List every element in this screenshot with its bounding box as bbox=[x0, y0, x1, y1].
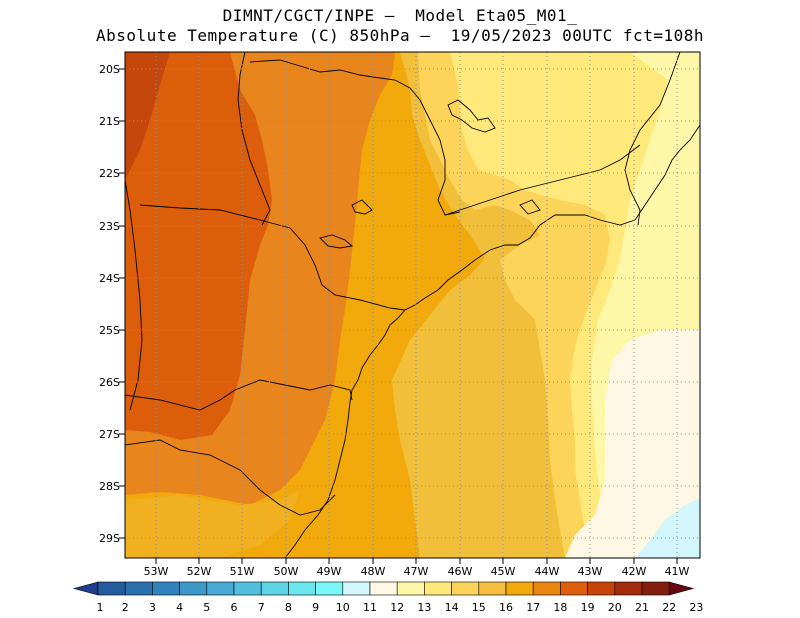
lat-label-21s: 21S bbox=[99, 115, 120, 128]
colorbar-swatch bbox=[315, 581, 344, 596]
colorbar-label: 5 bbox=[203, 601, 210, 614]
colorbar-swatch bbox=[260, 581, 289, 596]
island-sao-sebastiao bbox=[519, 199, 541, 215]
lon-label-44w: 44W bbox=[535, 565, 560, 578]
lon-label-42w: 42W bbox=[622, 565, 647, 578]
colorbar-label: 3 bbox=[149, 601, 156, 614]
lon-label-49w: 49W bbox=[317, 565, 342, 578]
lon-label-52w: 52W bbox=[187, 565, 212, 578]
map-title-line1: DIMNT/CGCT/INPE – Model Eta05_M01_ bbox=[222, 6, 578, 25]
colorbar: 1 2 3 4 5 6 7 8 9 10 11 12 13 14 15 16 17 18 19 20 21 22 23 bbox=[72, 581, 703, 614]
colorbar-label: 19 bbox=[581, 601, 595, 614]
colorbar-swatch bbox=[206, 581, 235, 596]
lat-labels: 20S 21S 22S 23S 24S 25S 26S 27S 28S 29S bbox=[99, 63, 120, 545]
colorbar-swatch bbox=[396, 581, 425, 596]
colorbar-swatch bbox=[369, 581, 398, 596]
lat-label-22s: 22S bbox=[99, 167, 120, 180]
colorbar-swatch bbox=[233, 581, 262, 596]
colorbar-swatch bbox=[451, 581, 480, 596]
colorbar-swatch bbox=[560, 581, 588, 596]
map-frame bbox=[124, 51, 701, 559]
colorbar-label: 13 bbox=[417, 601, 431, 614]
state-border-sc-rs bbox=[125, 439, 336, 516]
colorbar-label: 21 bbox=[635, 601, 649, 614]
colorbar-swatch bbox=[478, 581, 507, 596]
colorbar-label: 23 bbox=[689, 601, 703, 614]
state-border-sp-pr bbox=[139, 204, 406, 311]
coastline-borders bbox=[125, 52, 700, 558]
lon-label-47w: 47W bbox=[404, 565, 429, 578]
colorbar-swatch bbox=[641, 581, 670, 596]
colorbar-label: 18 bbox=[553, 601, 567, 614]
contour-10-11 bbox=[635, 498, 700, 558]
lat-label-20s: 20S bbox=[99, 63, 120, 76]
contour-18-19 bbox=[125, 52, 272, 440]
lon-label-48w: 48W bbox=[361, 565, 386, 578]
colorbar-label: 7 bbox=[258, 601, 265, 614]
temperature-field bbox=[125, 52, 700, 558]
colorbar-swatch bbox=[532, 581, 561, 596]
contour-15-16-sw bbox=[125, 490, 300, 558]
lon-label-53w: 53W bbox=[144, 565, 169, 578]
colorbar-label: 22 bbox=[662, 601, 676, 614]
lat-label-26s: 26S bbox=[99, 376, 120, 389]
lat-ticks bbox=[119, 68, 125, 539]
border-paraguay bbox=[125, 179, 143, 411]
reservoir-1 bbox=[351, 199, 373, 215]
colorbar-swatch bbox=[179, 581, 208, 596]
lon-label-51w: 51W bbox=[230, 565, 255, 578]
colorbar-label: 9 bbox=[312, 601, 319, 614]
colorbar-swatch bbox=[97, 581, 126, 596]
colorbar-swatch bbox=[342, 581, 371, 596]
state-border-mg-es bbox=[624, 52, 681, 226]
colorbar-swatch bbox=[614, 581, 643, 596]
colorbar-label: 12 bbox=[390, 601, 404, 614]
graticule bbox=[125, 52, 700, 558]
colorbar-swatch bbox=[505, 581, 534, 596]
reservoir-2 bbox=[319, 234, 354, 249]
colorbar-swatch bbox=[587, 581, 616, 596]
colorbar-label: 16 bbox=[499, 601, 513, 614]
coastline bbox=[284, 124, 700, 558]
lon-label-45w: 45W bbox=[491, 565, 516, 578]
state-border-sp-mg bbox=[249, 59, 461, 216]
colorbar-label: 8 bbox=[285, 601, 292, 614]
colorbar-label: 15 bbox=[472, 601, 486, 614]
lon-label-46w: 46W bbox=[448, 565, 473, 578]
lat-label-27s: 27S bbox=[99, 428, 120, 441]
colorbar-label: 17 bbox=[526, 601, 540, 614]
lat-label-23s: 23S bbox=[99, 220, 120, 233]
lat-label-28s: 28S bbox=[99, 480, 120, 493]
colorbar-swatch bbox=[288, 581, 316, 596]
contour-11-12 bbox=[565, 330, 700, 558]
state-border-pr-sc bbox=[125, 379, 353, 411]
lon-ticks bbox=[155, 558, 678, 564]
colorbar-label: 6 bbox=[231, 601, 238, 614]
map-title-line2: Absolute Temperature (C) 850hPa – 19/05/… bbox=[96, 26, 704, 45]
colorbar-swatch bbox=[124, 581, 153, 596]
lat-label-25s: 25S bbox=[99, 324, 120, 337]
lat-label-24s: 24S bbox=[99, 272, 120, 285]
colorbar-label: 1 bbox=[97, 601, 104, 614]
colorbar-label: 11 bbox=[363, 601, 377, 614]
lon-label-41w: 41W bbox=[665, 565, 690, 578]
lon-labels: 53W 52W 51W 50W 49W 48W 47W 46W 45W 44W … bbox=[144, 565, 690, 578]
colorbar-label: 20 bbox=[608, 601, 622, 614]
colorbar-label: 4 bbox=[176, 601, 183, 614]
colorbar-swatch bbox=[152, 581, 180, 596]
colorbar-label: 10 bbox=[336, 601, 350, 614]
state-border-mg-rj bbox=[444, 144, 641, 216]
colorbar-arrow-high bbox=[668, 581, 695, 596]
lat-label-29s: 29S bbox=[99, 532, 120, 545]
colorbar-label: 2 bbox=[122, 601, 129, 614]
lon-label-50w: 50W bbox=[274, 565, 299, 578]
colorbar-label: 14 bbox=[445, 601, 459, 614]
colorbar-swatch bbox=[424, 581, 452, 596]
lon-label-43w: 43W bbox=[578, 565, 603, 578]
colorbar-arrow-low bbox=[72, 581, 99, 596]
river-parana bbox=[237, 52, 271, 226]
lake-furnas bbox=[447, 99, 496, 133]
contour-19-20 bbox=[125, 52, 170, 180]
